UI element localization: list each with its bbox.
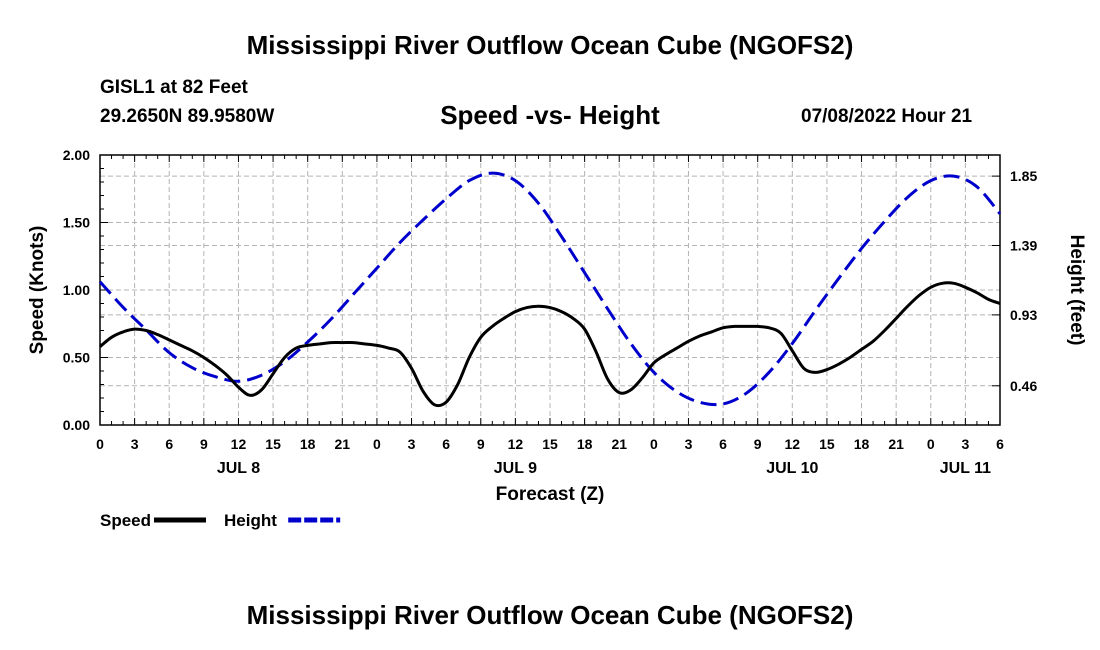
- y2-tick-label: 1.85: [1010, 168, 1037, 184]
- x-tick-label: 0: [96, 436, 104, 452]
- station-name: GISL1 at 82 Feet: [100, 77, 248, 98]
- station-coordinates: 29.2650N 89.9580W: [100, 106, 275, 127]
- x-tick-label: 21: [611, 436, 627, 452]
- x-tick-label: 15: [819, 436, 835, 452]
- y2-tick-label: 0.46: [1010, 378, 1037, 394]
- run-time: 07/08/2022 Hour 21: [801, 106, 973, 127]
- x-day-label: JUL 11: [940, 460, 991, 477]
- footer-title: Mississippi River Outflow Ocean Cube (NG…: [246, 600, 854, 630]
- chart-subtitle: Speed -vs- Height: [440, 100, 660, 130]
- x-tick-label: 3: [131, 436, 139, 452]
- y-tick-label: 2.00: [63, 147, 90, 163]
- x-tick-label: 12: [785, 436, 801, 452]
- x-tick-label: 12: [231, 436, 247, 452]
- x-tick-label: 9: [477, 436, 485, 452]
- x-day-label: JUL 8: [217, 460, 260, 477]
- x-tick-label: 6: [165, 436, 173, 452]
- x-day-label: JUL 10: [766, 460, 818, 477]
- x-tick-label: 21: [335, 436, 351, 452]
- y2-tick-label: 0.93: [1010, 307, 1037, 323]
- y-tick-label: 0.50: [63, 350, 90, 366]
- x-tick-label: 18: [854, 436, 870, 452]
- legend-label-height: Height: [224, 511, 277, 530]
- y-tick-label: 0.00: [63, 417, 90, 433]
- height-series-line: [98, 171, 1002, 407]
- y2-tick-label: 1.39: [1010, 238, 1037, 254]
- x-axis-title: Forecast (Z): [496, 484, 605, 505]
- x-tick-label: 6: [442, 436, 450, 452]
- speed-series-line: [99, 281, 1001, 408]
- x-tick-label: 21: [888, 436, 904, 452]
- y-tick-label: 1.00: [63, 282, 90, 298]
- x-tick-label: 15: [265, 436, 281, 452]
- y-tick-label: 1.50: [63, 215, 90, 231]
- x-tick-label: 9: [754, 436, 762, 452]
- y-axis-title: Speed (Knots): [27, 226, 48, 355]
- x-tick-label: 15: [542, 436, 558, 452]
- x-tick-label: 6: [996, 436, 1004, 452]
- y2-axis-title: Height (feet): [1066, 235, 1087, 346]
- x-tick-label: 18: [300, 436, 316, 452]
- x-tick-label: 3: [408, 436, 416, 452]
- legend-label-speed: Speed: [100, 511, 151, 530]
- x-tick-label: 3: [961, 436, 969, 452]
- x-tick-label: 12: [508, 436, 524, 452]
- x-tick-label: 3: [685, 436, 693, 452]
- x-tick-label: 6: [719, 436, 727, 452]
- x-tick-label: 9: [200, 436, 208, 452]
- x-tick-label: 0: [650, 436, 658, 452]
- x-tick-label: 0: [927, 436, 935, 452]
- x-day-label: JUL 9: [494, 460, 537, 477]
- chart-title: Mississippi River Outflow Ocean Cube (NG…: [246, 30, 854, 60]
- x-tick-label: 0: [373, 436, 381, 452]
- x-tick-label: 18: [577, 436, 593, 452]
